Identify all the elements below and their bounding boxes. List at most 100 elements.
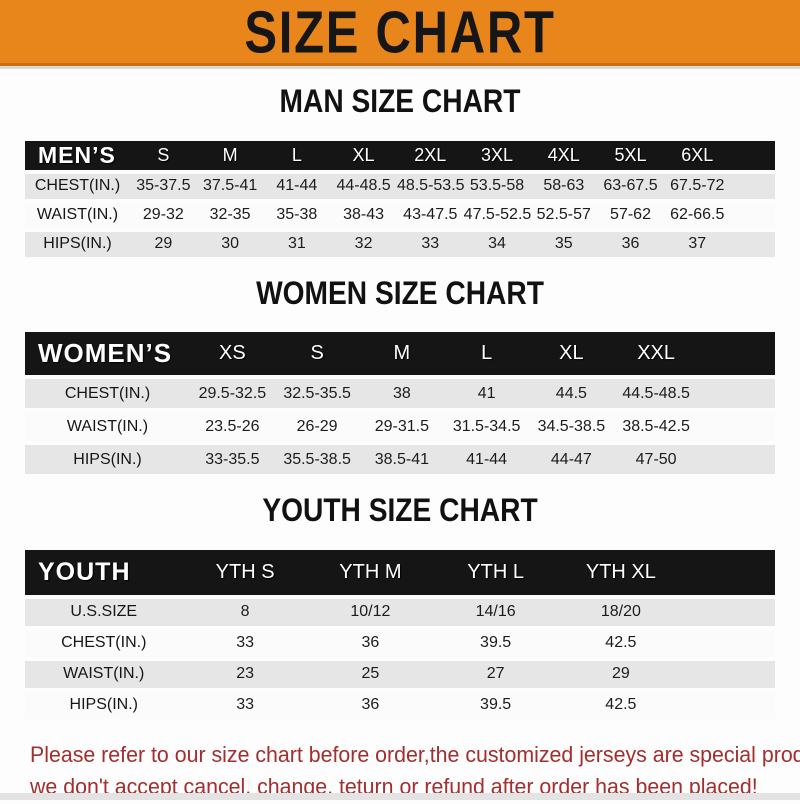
size-chart-section: WOMEN SIZE CHART WOMEN’S XS S M L XL XXL CHEST… — [0, 274, 800, 479]
measurement-value: 44.5-48.5 — [613, 379, 699, 409]
measurement-row: HIPS(IN.) 29 30 31 32 33 34 35 36 37 — [25, 231, 775, 257]
measurement-value: 29.5-32.5 — [190, 379, 275, 409]
row-spacer — [730, 202, 775, 228]
size-column-header: 5XL — [597, 140, 664, 170]
table-header-row: YOUTH YTH S YTH M YTH L YTH XL — [25, 549, 775, 595]
measurement-value: 31 — [263, 231, 331, 257]
measurement-value: 29 — [130, 231, 197, 257]
size-column-header: XS — [190, 332, 275, 376]
measurement-value: 33 — [182, 691, 308, 719]
measurement-value: 62-66.5 — [663, 202, 731, 228]
size-column-header: YTH XL — [558, 549, 684, 595]
measurement-value: 27 — [433, 660, 559, 688]
size-table: YOUTH YTH S YTH M YTH L YTH XL U.S.SIZE 8 10/1… — [25, 546, 775, 723]
measurement-value: 36 — [597, 231, 664, 257]
measurement-row: HIPS(IN.) 33 36 39.5 42.5 — [25, 691, 775, 719]
measurement-value: 34 — [463, 231, 531, 257]
measurement-label: U.S.SIZE — [25, 598, 183, 626]
measurement-label: HIPS(IN.) — [25, 231, 130, 257]
measurement-value: 39.5 — [433, 691, 559, 719]
measurement-row: CHEST(IN.) 29.5-32.5 32.5-35.5 38 41 44.5 44.5… — [25, 379, 775, 409]
measurement-value: 57-62 — [597, 202, 664, 228]
measurement-value: 38-43 — [330, 202, 397, 228]
measurement-value: 32-35 — [196, 202, 264, 228]
measurement-value: 31.5-34.5 — [444, 412, 529, 442]
measurement-value: 48.5-53.5 — [396, 173, 465, 199]
measurement-value: 38 — [359, 379, 445, 409]
measurement-value: 43-47.5 — [396, 202, 464, 228]
measurement-value: 32.5-35.5 — [274, 379, 360, 409]
measurement-value: 42.5 — [558, 629, 684, 657]
measurement-value: 37.5-41 — [196, 173, 264, 199]
measurement-label: WAIST(IN.) — [25, 412, 190, 442]
measurement-value: 10/12 — [307, 598, 433, 626]
measurement-value: 42.5 — [558, 691, 684, 719]
measurement-value: 52.5-57 — [530, 202, 598, 228]
measurement-label: WAIST(IN.) — [25, 202, 130, 228]
measurement-row: CHEST(IN.) 35-37.5 37.5-41 41-44 44-48.5 48.5… — [25, 173, 775, 199]
size-chart-section: MAN SIZE CHART MEN’S S M L XL 2XL 3XL 4XL 5XL 6XL… — [0, 84, 800, 261]
measurement-value: 36 — [307, 629, 433, 657]
banner-title: SIZE CHART — [244, 0, 556, 66]
size-chart-banner: SIZE CHART — [0, 0, 800, 69]
measurement-value: 35-38 — [263, 202, 331, 228]
size-column-header: 4XL — [530, 140, 598, 170]
measurement-value: 39.5 — [433, 629, 559, 657]
size-column-header: 6XL — [663, 140, 731, 170]
measurement-value: 8 — [182, 598, 308, 626]
size-chart-sections: MAN SIZE CHART MEN’S S M L XL 2XL 3XL 4XL 5XL 6XL… — [0, 84, 800, 723]
size-column-header: 3XL — [463, 140, 531, 170]
measurement-value: 14/16 — [433, 598, 559, 626]
size-table: WOMEN’S XS S M L XL XXL CHEST(IN.) 29.5-32.5 32.… — [25, 328, 775, 478]
measurement-value: 35 — [530, 231, 598, 257]
measurement-value: 18/20 — [558, 598, 684, 626]
footer-line-1: Please refer to our size chart before or… — [30, 741, 800, 767]
measurement-label: HIPS(IN.) — [25, 691, 183, 719]
size-column-header: L — [263, 140, 331, 170]
size-column-header: L — [444, 332, 529, 376]
measurement-value: 32 — [330, 231, 397, 257]
measurement-value: 37 — [663, 231, 731, 257]
section-heading: YOUTH SIZE CHART — [262, 492, 538, 529]
footer-disclaimer: Please refer to our size chart before or… — [30, 739, 800, 804]
header-spacer — [683, 549, 775, 595]
row-spacer — [730, 173, 775, 199]
measurement-row: WAIST(IN.) 23.5-26 26-29 29-31.5 31.5-34.5 34… — [25, 412, 775, 442]
measurement-value: 30 — [196, 231, 264, 257]
measurement-value: 25 — [307, 660, 433, 688]
measurement-row: U.S.SIZE 8 10/12 14/16 18/20 — [25, 598, 775, 626]
row-spacer — [683, 629, 775, 657]
size-column-header: YTH L — [433, 549, 559, 595]
measurement-value: 34.5-38.5 — [529, 412, 614, 442]
measurement-value: 33-35.5 — [190, 445, 275, 475]
measurement-value: 58-63 — [530, 173, 598, 199]
row-spacer — [730, 231, 775, 257]
size-column-header: S — [274, 332, 360, 376]
table-group-label: YOUTH — [25, 549, 183, 595]
measurement-label: CHEST(IN.) — [25, 379, 190, 409]
row-spacer — [683, 660, 775, 688]
measurement-value: 44-48.5 — [330, 173, 397, 199]
header-spacer — [698, 332, 775, 376]
table-header-row: WOMEN’S XS S M L XL XXL — [25, 332, 775, 376]
measurement-row: HIPS(IN.) 33-35.5 35.5-38.5 38.5-41 41-44 44-… — [25, 445, 775, 475]
measurement-value: 47.5-52.5 — [463, 202, 531, 228]
measurement-label: CHEST(IN.) — [25, 173, 130, 199]
row-spacer — [683, 691, 775, 719]
measurement-value: 41 — [444, 379, 529, 409]
measurement-value: 44-47 — [529, 445, 614, 475]
measurement-value: 35.5-38.5 — [274, 445, 360, 475]
measurement-value: 29 — [558, 660, 684, 688]
size-column-header: XL — [529, 332, 614, 376]
section-heading: WOMEN SIZE CHART — [256, 274, 544, 311]
table-group-label: WOMEN’S — [25, 332, 190, 376]
size-column-header: XL — [330, 140, 397, 170]
measurement-row: WAIST(IN.) 29-32 32-35 35-38 38-43 43-47.5 47.… — [25, 202, 775, 228]
size-column-header: YTH M — [307, 549, 433, 595]
size-column-header: S — [130, 140, 197, 170]
row-spacer — [698, 445, 775, 475]
size-column-header: XXL — [613, 332, 699, 376]
size-table: MEN’S S M L XL 2XL 3XL 4XL 5XL 6XL CHEST(IN.) 35-3… — [25, 137, 775, 261]
measurement-value: 29-32 — [130, 202, 197, 228]
measurement-row: WAIST(IN.) 23 25 27 29 — [25, 660, 775, 688]
